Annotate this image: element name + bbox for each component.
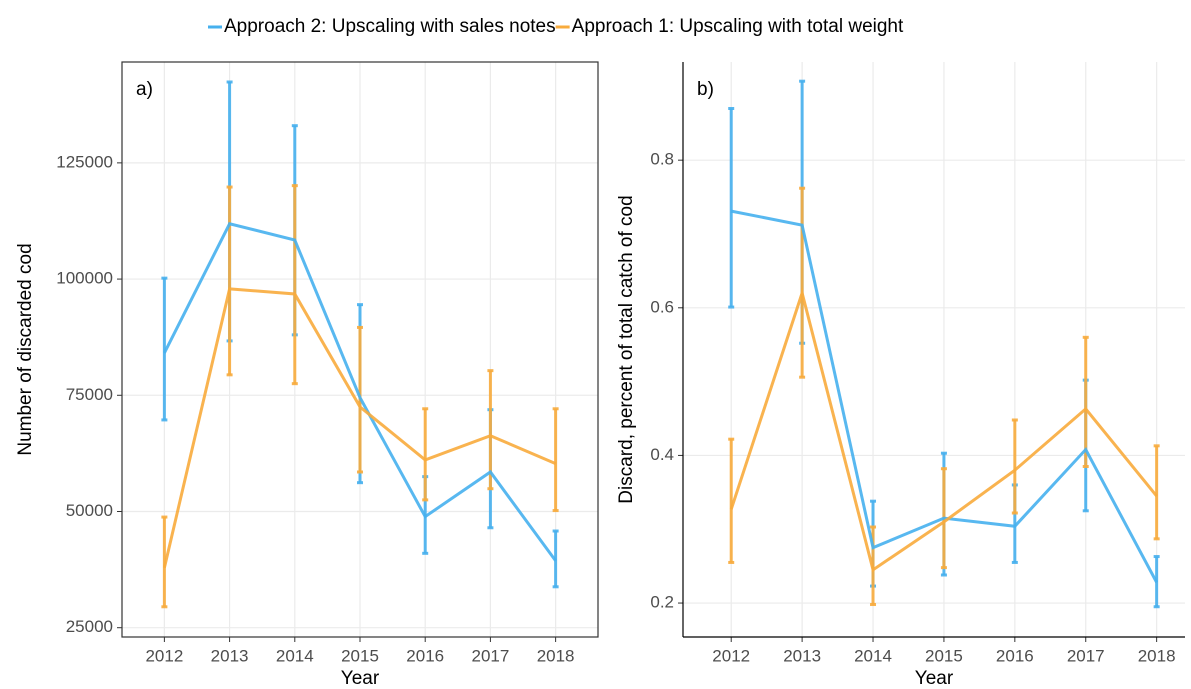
series-line bbox=[729, 287, 1158, 573]
error-bar bbox=[552, 407, 559, 513]
x-tick-label: 2014 bbox=[854, 646, 892, 665]
x-axis-label: Year bbox=[341, 668, 380, 689]
y-tick-label: 0.4 bbox=[650, 445, 674, 464]
series-line bbox=[163, 222, 557, 562]
error-bar bbox=[422, 407, 429, 502]
panel-label: a) bbox=[136, 79, 153, 100]
y-tick-label: 75000 bbox=[66, 385, 113, 404]
y-tick-label: 100000 bbox=[56, 269, 113, 288]
x-tick-label: 2018 bbox=[1138, 646, 1176, 665]
y-tick-label: 0.2 bbox=[650, 593, 674, 612]
x-axis-label: Year bbox=[915, 668, 954, 689]
y-tick-label: 0.8 bbox=[650, 150, 674, 169]
y-tick-label: 25000 bbox=[66, 617, 113, 636]
series-line bbox=[162, 287, 557, 569]
error-bar bbox=[487, 369, 494, 491]
legend: Approach 2: Upscaling with sales notes Ap… bbox=[208, 16, 904, 37]
x-tick-label: 2016 bbox=[406, 646, 444, 665]
x-tick-label: 2018 bbox=[537, 646, 575, 665]
error-bar bbox=[291, 184, 298, 386]
legend-label: Approach 1: Upscaling with total weight bbox=[572, 16, 904, 37]
x-tick-label: 2016 bbox=[996, 646, 1034, 665]
error-bar bbox=[161, 276, 168, 422]
x-tick-label: 2014 bbox=[276, 646, 314, 665]
x-tick-label: 2012 bbox=[145, 646, 183, 665]
y-tick-label: 125000 bbox=[56, 152, 113, 171]
error-bar bbox=[728, 437, 735, 564]
error-bar bbox=[1153, 444, 1160, 541]
x-tick-label: 2013 bbox=[211, 646, 249, 665]
x-tick-label: 2017 bbox=[1067, 646, 1105, 665]
y-axis-label: Number of discarded cod bbox=[15, 243, 36, 455]
panel-label: b) bbox=[697, 79, 714, 100]
x-tick-label: 2012 bbox=[712, 646, 750, 665]
error-bar bbox=[1082, 335, 1089, 468]
plot-border bbox=[121, 61, 599, 638]
error-bar bbox=[728, 107, 735, 309]
y-tick-label: 50000 bbox=[66, 501, 113, 520]
error-bar bbox=[1011, 418, 1018, 515]
series-line bbox=[730, 209, 1158, 584]
error-bar bbox=[799, 186, 806, 379]
error-bar bbox=[226, 185, 233, 377]
x-tick-label: 2015 bbox=[341, 646, 379, 665]
x-tick-label: 2017 bbox=[471, 646, 509, 665]
y-tick-label: 0.6 bbox=[650, 297, 674, 316]
x-tick-label: 2013 bbox=[783, 646, 821, 665]
legend-label: Approach 2: Upscaling with sales notes bbox=[224, 16, 556, 37]
y-axis-label: Discard, percent of total catch of cod bbox=[616, 195, 637, 503]
x-tick-label: 2015 bbox=[925, 646, 963, 665]
